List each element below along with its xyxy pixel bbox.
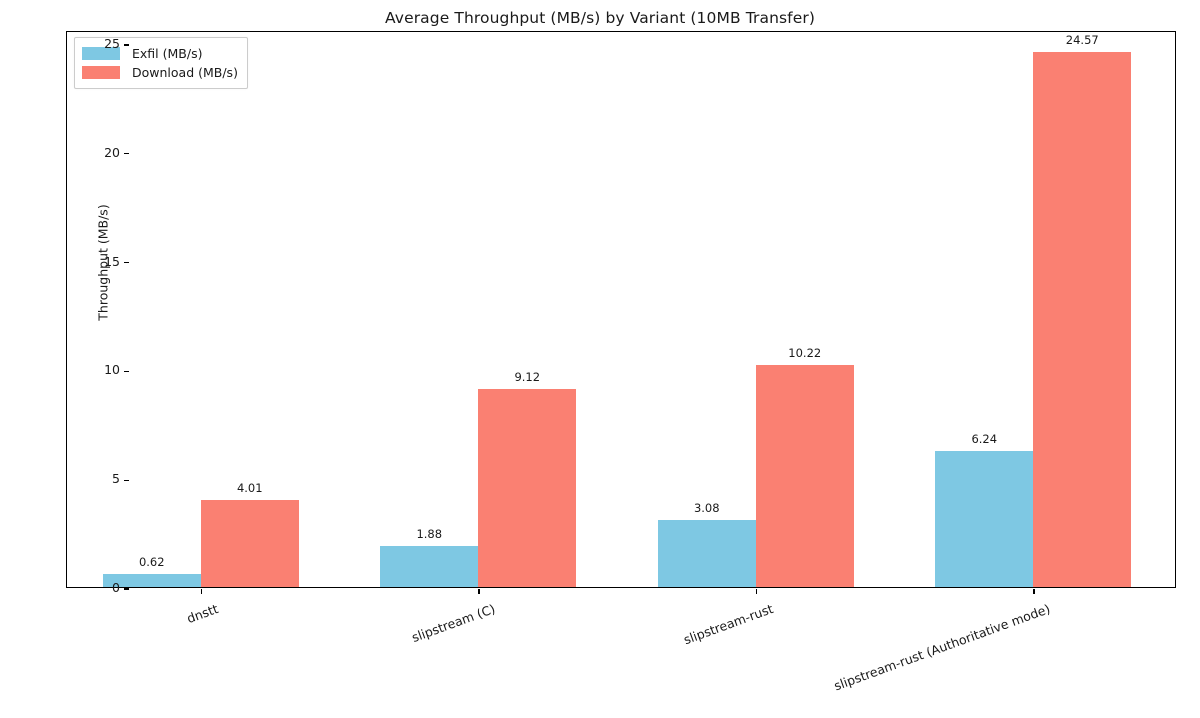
bar-download[interactable] — [478, 388, 577, 587]
legend-swatch — [82, 66, 120, 79]
y-tick-label: 0 — [112, 580, 120, 595]
bar-value-label: 0.62 — [138, 554, 165, 569]
x-tick-mark — [1033, 589, 1035, 594]
bar-exfil[interactable] — [102, 573, 201, 587]
bar-exfil[interactable] — [657, 520, 756, 587]
x-tick-label: slipstream-rust (Authoritative mode) — [832, 601, 1053, 694]
bar-value-label: 24.57 — [1065, 33, 1099, 48]
legend-item[interactable]: Exfil (MB/s) — [82, 44, 238, 63]
bar-value-label: 6.24 — [971, 432, 998, 447]
y-tick-mark — [124, 479, 129, 481]
bar-download[interactable] — [755, 364, 854, 587]
x-tick-label: slipstream (C) — [409, 601, 498, 646]
x-tick-mark — [200, 589, 203, 594]
bar-exfil[interactable] — [380, 546, 479, 587]
y-tick-label: 20 — [104, 144, 120, 160]
y-tick-mark — [124, 588, 129, 590]
bar-value-label: 3.08 — [693, 501, 720, 515]
chart-legend: Exfil (MB/s) Download (MB/s) — [74, 37, 248, 89]
y-tick-label: 25 — [104, 36, 120, 52]
y-tick-label: 5 — [112, 471, 120, 487]
x-tick-mark — [755, 589, 758, 594]
legend-swatch — [82, 47, 120, 60]
y-tick-mark — [124, 261, 129, 264]
plot-area: Throughput (MB/s) 0.62 4.01 1.88 9.12 3.08 10… — [66, 31, 1176, 693]
legend-label: Exfil (MB/s) — [132, 46, 203, 61]
bar-value-label: 4.01 — [236, 480, 263, 495]
bar-value-label: 10.22 — [788, 345, 822, 360]
y-tick-mark — [124, 153, 129, 155]
y-tick-mark — [124, 44, 129, 46]
y-tick-mark — [124, 370, 129, 373]
y-tick-label: 10 — [104, 362, 120, 378]
bar-download[interactable] — [1033, 52, 1132, 587]
bar-exfil[interactable] — [935, 451, 1034, 587]
plot-inner: 0.62 4.01 1.88 9.12 3.08 10.22 6.24 24.57 — [67, 32, 1175, 587]
x-tick-label: slipstream-rust — [681, 601, 775, 648]
legend-item[interactable]: Download (MB/s) — [82, 63, 238, 82]
y-tick-label: 15 — [104, 253, 120, 269]
x-tick-mark — [478, 589, 480, 594]
bar-value-label: 9.12 — [514, 369, 541, 384]
chart-figure: Average Throughput (MB/s) by Variant (10… — [66, 9, 1176, 694]
bar-download[interactable] — [200, 499, 299, 587]
legend-label: Download (MB/s) — [132, 65, 238, 80]
chart-title: Average Throughput (MB/s) by Variant (10… — [385, 9, 815, 27]
x-tick-label: dnstt — [184, 601, 220, 627]
bar-value-label: 1.88 — [416, 527, 443, 542]
